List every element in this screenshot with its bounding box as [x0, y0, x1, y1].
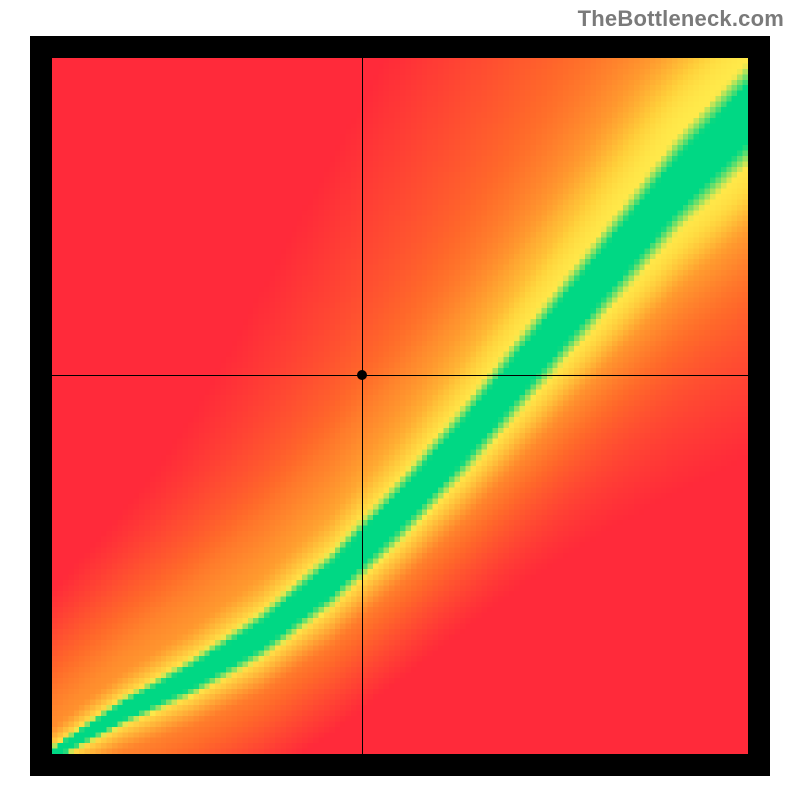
plot-frame [30, 36, 770, 776]
plot-inner [52, 58, 748, 754]
chart-container: TheBottleneck.com [0, 0, 800, 800]
selection-marker [357, 370, 367, 380]
crosshair-vertical [362, 58, 363, 754]
heatmap-canvas [52, 58, 748, 754]
crosshair-horizontal [52, 375, 748, 376]
watermark-text: TheBottleneck.com [578, 6, 784, 32]
